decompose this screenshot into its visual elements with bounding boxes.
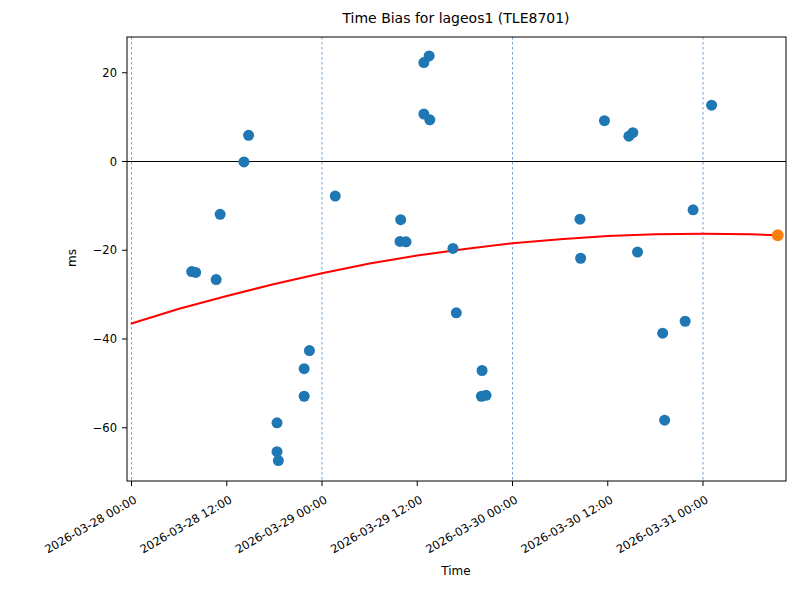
x-tick-label: 2026-03-30 12:00 (518, 492, 615, 556)
y-tick-label: −60 (93, 421, 117, 435)
data-point (272, 417, 283, 428)
y-axis-label: ms (65, 249, 79, 267)
data-point (627, 127, 638, 138)
data-point (481, 390, 492, 401)
data-point (447, 243, 458, 254)
x-tick-label: 2026-03-30 00:00 (423, 492, 520, 556)
data-point (657, 328, 668, 339)
data-point (680, 316, 691, 327)
data-point (211, 274, 222, 285)
data-point (632, 247, 643, 258)
data-point (424, 50, 435, 61)
data-point (190, 267, 201, 278)
figure: 2026-03-28 00:002026-03-28 12:002026-03-… (0, 0, 800, 600)
y-tick-label: 0 (110, 155, 117, 169)
y-tick-label: −20 (93, 243, 117, 257)
data-point (401, 236, 412, 247)
data-point (215, 209, 226, 220)
y-tick-label: −40 (93, 332, 117, 346)
data-point (574, 214, 585, 225)
data-point (238, 156, 249, 167)
data-point (304, 345, 315, 356)
data-point (575, 253, 586, 264)
x-tick-label: 2026-03-29 12:00 (328, 492, 425, 556)
data-point (659, 415, 670, 426)
x-tick-label: 2026-03-28 00:00 (42, 492, 139, 556)
x-tick-label: 2026-03-29 00:00 (233, 492, 330, 556)
data-point (599, 115, 610, 126)
chart-title: Time Bias for lageos1 (TLE8701) (342, 10, 569, 26)
data-point (299, 363, 310, 374)
latest-data-point (772, 229, 784, 241)
plot-frame (127, 37, 786, 481)
data-point (273, 455, 284, 466)
data-point (243, 130, 254, 141)
data-point (706, 100, 717, 111)
y-tick-label: 20 (102, 66, 117, 80)
x-tick-label: 2026-03-31 00:00 (614, 492, 711, 556)
x-axis-label: Time (441, 564, 470, 578)
data-point (330, 191, 341, 202)
scatter-plot-canvas: 2026-03-28 00:002026-03-28 12:002026-03-… (0, 0, 800, 600)
data-point (299, 391, 310, 402)
data-point (395, 214, 406, 225)
data-point (477, 365, 488, 376)
data-point (688, 204, 699, 215)
data-point (424, 114, 435, 125)
x-tick-label: 2026-03-28 12:00 (137, 492, 234, 556)
data-point (451, 307, 462, 318)
